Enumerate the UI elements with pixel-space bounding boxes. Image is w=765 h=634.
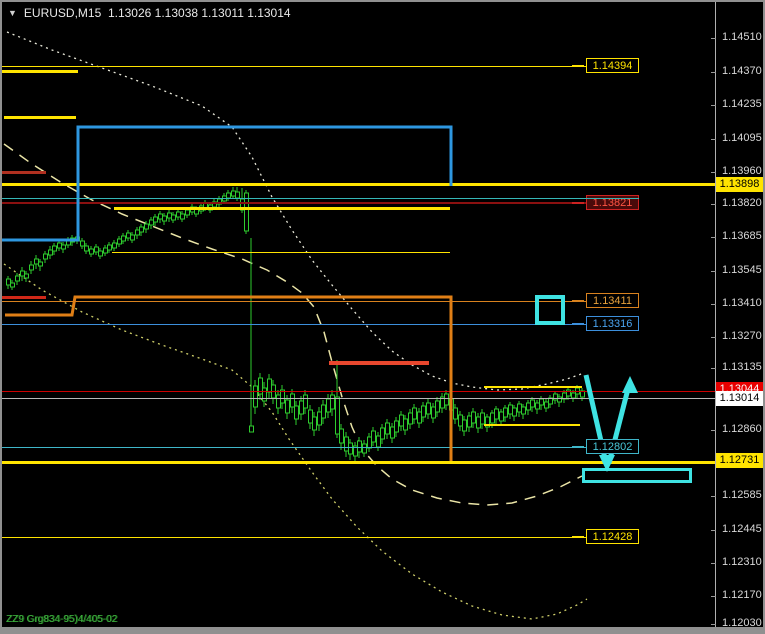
price-level-line[interactable]	[2, 461, 718, 464]
axis-price-box: 1.13898	[716, 177, 763, 192]
axis-price-label: 1.13685	[722, 230, 762, 242]
orange-channel-path[interactable]	[5, 295, 453, 461]
price-level-label[interactable]: 1.13411	[586, 293, 639, 308]
axis-price-label: 1.12310	[722, 556, 762, 568]
axis-tick	[711, 624, 716, 625]
chart-title-bar: ▼ EURUSD,M15 1.13026 1.13038 1.13011 1.13…	[8, 6, 291, 20]
axis-price-label: 1.12860	[722, 423, 762, 435]
label-leader-dash	[572, 202, 584, 204]
axis-tick	[711, 237, 716, 238]
axis-price-label: 1.13960	[722, 165, 762, 177]
axis-price-label: 1.14095	[722, 132, 762, 144]
axis-tick	[711, 139, 716, 140]
trend-segment[interactable]	[2, 296, 46, 299]
price-level-line[interactable]	[2, 301, 586, 302]
price-level-line[interactable]	[2, 66, 586, 67]
axis-tick	[711, 204, 716, 205]
axis-price-label: 1.13545	[722, 264, 762, 276]
trend-segment[interactable]	[329, 361, 429, 365]
chart-ohlc-values: 1.13026 1.13038 1.13011 1.13014	[107, 6, 291, 20]
axis-tick	[711, 530, 716, 531]
price-level-line[interactable]	[2, 391, 718, 392]
price-level-label[interactable]: 1.12802	[586, 439, 639, 454]
forecast-arrow-head-down[interactable]	[599, 455, 615, 472]
trend-segment[interactable]	[112, 252, 450, 253]
price-level-line[interactable]	[2, 398, 718, 399]
axis-price-label: 1.13410	[722, 297, 762, 309]
price-level-label[interactable]: 1.14394	[586, 58, 639, 73]
axis-tick	[711, 337, 716, 338]
price-level-label[interactable]: 1.12428	[586, 529, 639, 544]
highlight-rectangle[interactable]	[582, 468, 692, 483]
price-level-label[interactable]: 1.13316	[586, 316, 639, 331]
axis-price-box: 1.13014	[716, 391, 763, 406]
axis-price-box: 1.12731	[716, 453, 763, 468]
axis-price-label: 1.14370	[722, 65, 762, 77]
price-level-line[interactable]	[2, 537, 586, 538]
window-bottom-edge	[2, 627, 763, 632]
axis-price-label: 1.14510	[722, 31, 762, 43]
price-level-line[interactable]	[2, 202, 586, 204]
axis-price-label: 1.12585	[722, 489, 762, 501]
symbol-dropdown-icon[interactable]: ▼	[8, 8, 17, 18]
lower-dotted-band	[3, 263, 588, 620]
axis-price-label: 1.13820	[722, 197, 762, 209]
label-leader-dash	[572, 446, 584, 448]
chart-symbol-period: EURUSD,M15	[23, 6, 102, 20]
axis-tick	[711, 72, 716, 73]
price-level-line[interactable]	[2, 198, 639, 199]
price-level-line[interactable]	[2, 183, 718, 186]
label-leader-dash	[572, 536, 584, 538]
trend-segment[interactable]	[2, 70, 78, 73]
label-leader-dash	[572, 65, 584, 67]
label-leader-dash	[572, 300, 584, 302]
highlight-square[interactable]	[535, 295, 565, 325]
trend-segment[interactable]	[484, 386, 582, 388]
trend-segment[interactable]	[114, 207, 450, 210]
price-level-line[interactable]	[2, 447, 586, 448]
blue-channel-path[interactable]	[2, 125, 453, 242]
axis-tick	[711, 304, 716, 305]
candlestick-series	[6, 187, 585, 461]
price-axis[interactable]: 1.14510 1.14370 1.14235 1.14095 1.13960 1.138…	[711, 2, 763, 630]
axis-tick	[711, 563, 716, 564]
axis-tick	[711, 496, 716, 497]
upper-dotted-band	[6, 31, 585, 391]
trend-segment[interactable]	[484, 424, 580, 426]
axis-price-label: 1.14235	[722, 98, 762, 110]
indicator-copyright-text: ZZ9 Grg834-95)4/405-02	[6, 614, 118, 625]
axis-tick	[711, 105, 716, 106]
forecast-arrow-head-up[interactable]	[622, 376, 638, 393]
price-level-line[interactable]	[2, 324, 586, 325]
label-leader-dash	[572, 323, 584, 325]
axis-price-label: 1.12030	[722, 617, 762, 629]
trend-segment[interactable]	[4, 116, 76, 119]
axis-price-label: 1.13135	[722, 361, 762, 373]
axis-price-label: 1.13270	[722, 330, 762, 342]
axis-tick	[711, 596, 716, 597]
axis-tick	[711, 38, 716, 39]
trend-segment[interactable]	[2, 171, 46, 174]
axis-tick	[711, 172, 716, 173]
axis-price-label: 1.12445	[722, 523, 762, 535]
axis-price-label: 1.12170	[722, 589, 762, 601]
axis-tick	[711, 430, 716, 431]
axis-tick	[711, 271, 716, 272]
dashed-ma	[3, 143, 583, 506]
axis-tick	[711, 368, 716, 369]
